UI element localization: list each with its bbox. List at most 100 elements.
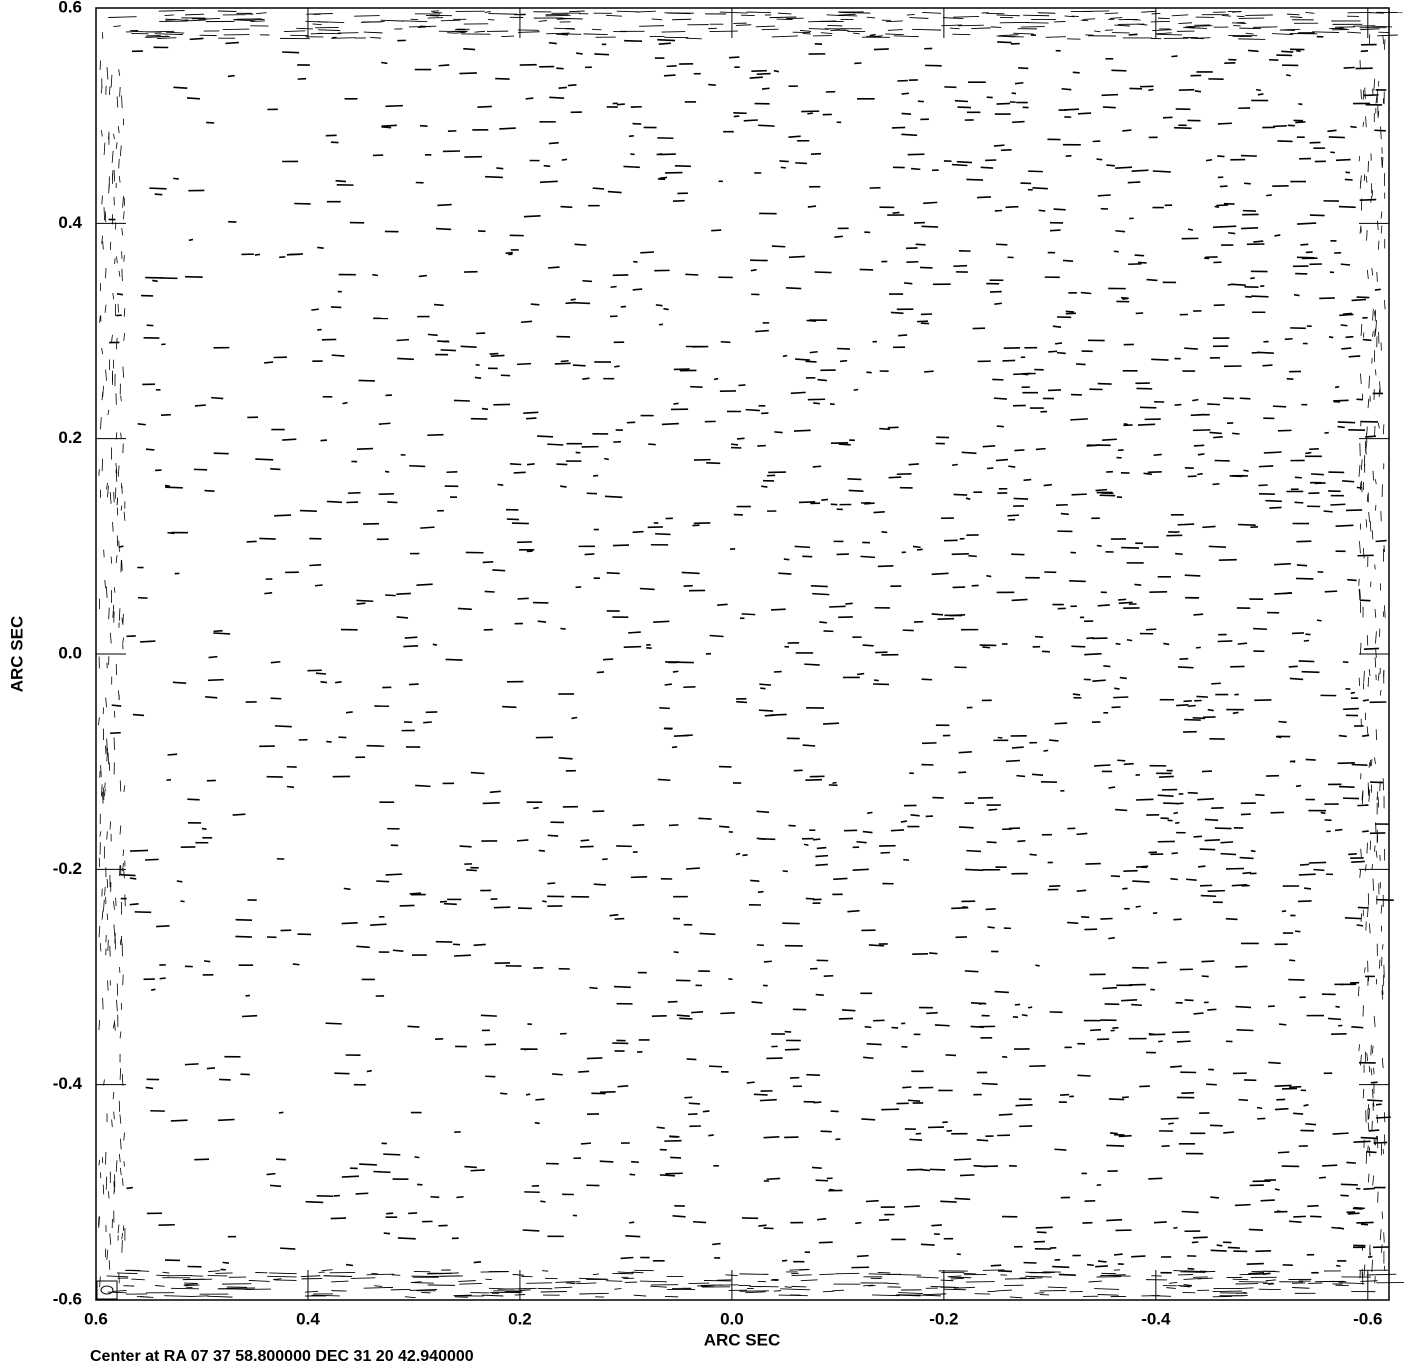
contour (112, 1092, 115, 1100)
contour (1383, 545, 1385, 553)
contour (982, 445, 996, 448)
contour (315, 672, 327, 675)
contour (132, 713, 145, 717)
contour (1034, 1292, 1045, 1294)
contour (427, 333, 438, 337)
contour (1376, 271, 1378, 282)
contour (868, 1273, 898, 1276)
contour (1337, 761, 1355, 765)
contour (1110, 875, 1121, 878)
contour (953, 1286, 976, 1289)
contour (605, 14, 622, 17)
contour (565, 1282, 576, 1285)
contour (526, 417, 537, 420)
contour (208, 655, 218, 659)
contour (454, 954, 471, 957)
contour (1373, 1015, 1376, 1027)
contour (1071, 15, 1079, 18)
contour (810, 152, 822, 156)
contour (548, 266, 560, 269)
contour (1168, 1122, 1174, 1125)
contour (659, 176, 668, 180)
contour (1298, 873, 1316, 876)
contour (1372, 1088, 1374, 1099)
contour (526, 1282, 553, 1284)
contour (1373, 78, 1376, 91)
contour (125, 1269, 150, 1272)
contour (1364, 967, 1366, 973)
contour (309, 563, 322, 567)
contour (631, 1271, 644, 1274)
contour (1065, 310, 1075, 313)
contour (118, 175, 121, 183)
contour (102, 791, 104, 804)
contour (176, 880, 183, 883)
contour (1184, 574, 1201, 577)
contour (1239, 397, 1251, 400)
contour (629, 1173, 636, 1176)
contour (1256, 1106, 1263, 1110)
contour (1171, 852, 1178, 855)
contour (408, 1212, 418, 1215)
contour (736, 437, 745, 440)
contour (1102, 106, 1116, 109)
contour (673, 734, 690, 738)
contour (1308, 861, 1327, 864)
contour (1100, 1274, 1126, 1277)
contour (632, 288, 643, 291)
contour (1335, 1005, 1340, 1008)
contour (1362, 338, 1372, 342)
contour (976, 1138, 989, 1142)
contour (482, 561, 494, 564)
contour (1253, 627, 1268, 631)
contour (698, 817, 712, 820)
contour (985, 908, 996, 911)
contour (312, 23, 322, 26)
contour (578, 1070, 590, 1073)
contour (774, 431, 783, 434)
contour (589, 986, 598, 990)
contour (1122, 887, 1128, 890)
contour (720, 1012, 735, 1015)
contour (998, 1113, 1013, 1116)
contour (103, 788, 106, 797)
contour (1367, 1099, 1383, 1102)
contour (1334, 828, 1343, 832)
contour (1375, 1135, 1377, 1146)
contour (108, 1191, 110, 1199)
contour (1288, 978, 1305, 981)
contour (482, 801, 500, 805)
contour (803, 843, 809, 847)
contour (658, 42, 671, 45)
contour (1383, 1232, 1385, 1243)
contour (1163, 642, 1170, 646)
contour (533, 806, 539, 810)
contour (830, 1110, 839, 1113)
contour (554, 362, 571, 365)
contour (1114, 687, 1120, 690)
contour (1180, 1271, 1206, 1273)
contour (119, 873, 136, 877)
contour (1170, 877, 1178, 881)
contour (234, 19, 256, 22)
contour (356, 602, 366, 605)
contour (1374, 129, 1386, 132)
contour (304, 1290, 319, 1293)
contour (1192, 398, 1199, 402)
contour (204, 489, 215, 492)
contour (813, 402, 820, 405)
contour (565, 301, 576, 305)
contour (500, 1092, 508, 1095)
contour (430, 10, 440, 12)
contour (108, 86, 111, 95)
contour (371, 1272, 379, 1275)
contour (1077, 1074, 1091, 1077)
contour (1368, 511, 1370, 522)
contour (1368, 1129, 1380, 1132)
contour (763, 1136, 780, 1139)
contour (1072, 71, 1080, 74)
contour (663, 74, 676, 77)
contour (1367, 1145, 1369, 1153)
contour (579, 1292, 609, 1295)
contour (881, 531, 888, 534)
